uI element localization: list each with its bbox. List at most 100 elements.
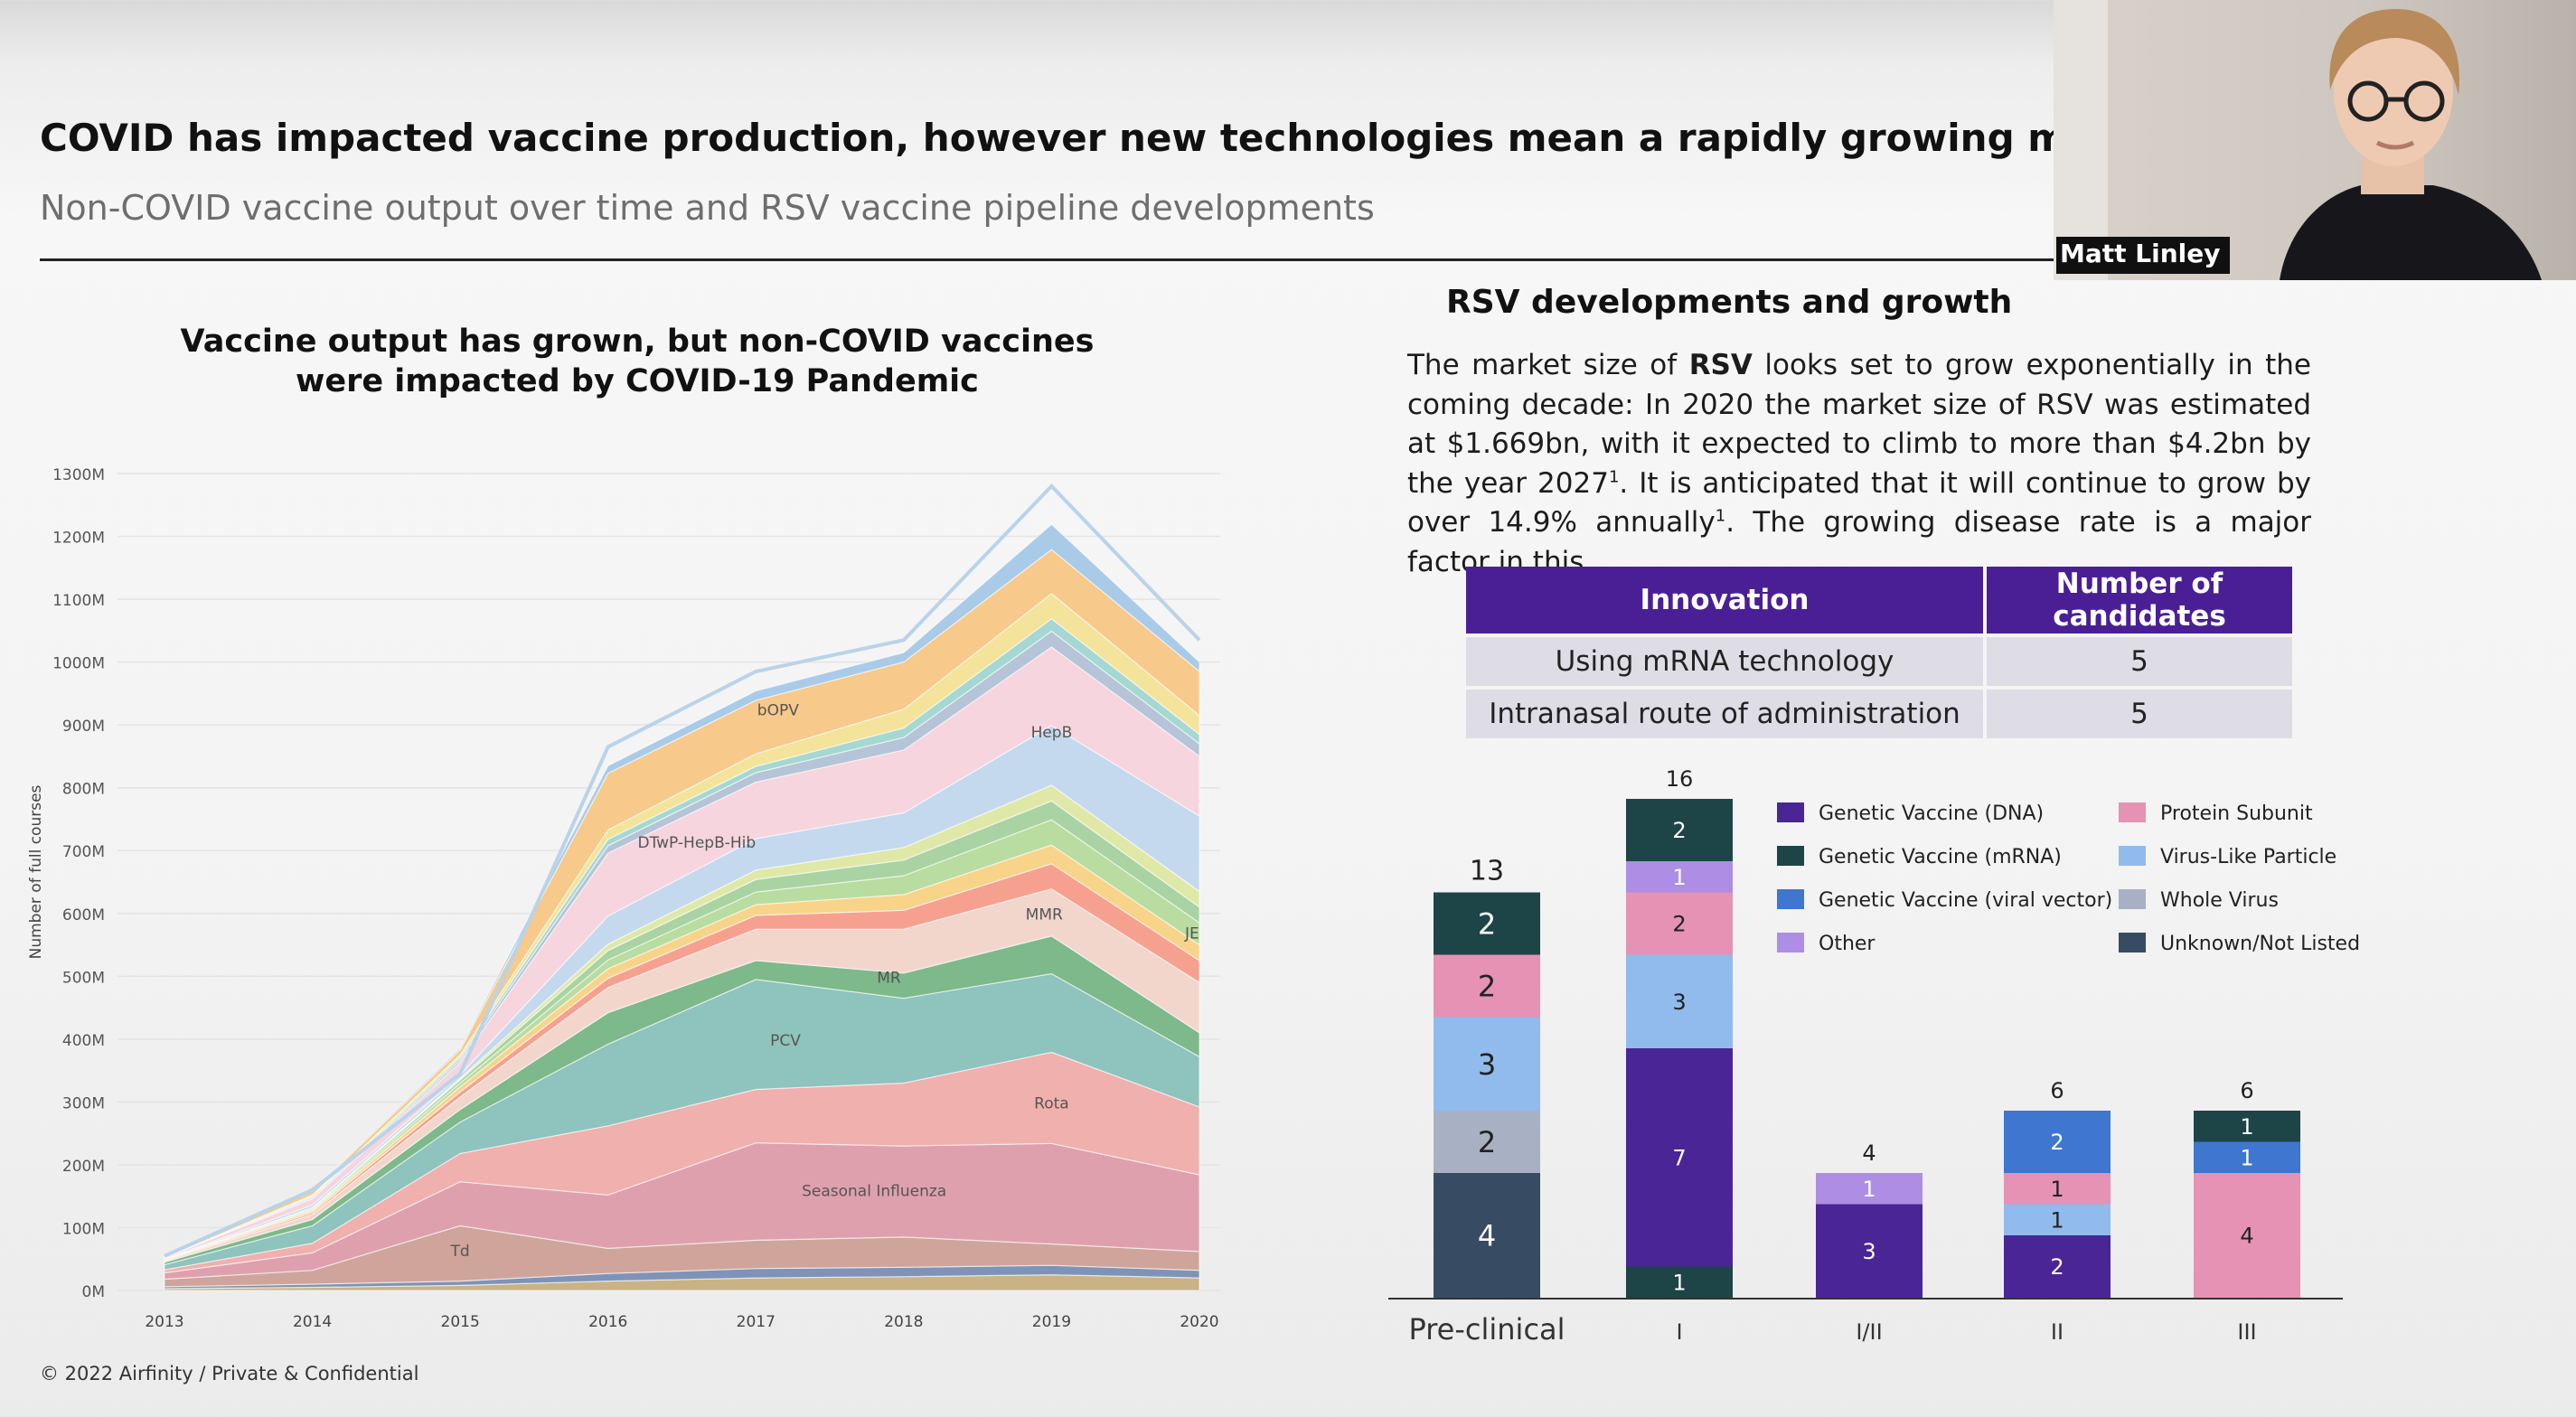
category-label: Pre-clinical	[1408, 1312, 1565, 1347]
y-axis-label: Number of full courses	[27, 784, 45, 959]
innovation-table: Innovation Number of candidates Using mR…	[1462, 563, 2296, 742]
legend-label: Other	[1819, 933, 1876, 955]
rsv-text-part: looks set to grow exponentially in the c…	[1407, 349, 2311, 500]
bar-segment	[2004, 1204, 2111, 1235]
series-label: JE	[1184, 925, 1199, 943]
bar-segment	[2194, 1173, 2300, 1298]
bar-segment	[2004, 1235, 2111, 1298]
bar-value-label: 2	[1478, 970, 1496, 1004]
x-tick-label: 2014	[293, 1313, 332, 1331]
x-tick-label: 2015	[441, 1313, 480, 1331]
series-label: bOPV	[757, 702, 799, 720]
y-tick-label: 300M	[62, 1094, 105, 1112]
series-label: MR	[877, 969, 901, 987]
bar-segment	[2004, 1173, 2111, 1205]
x-tick-label: 2013	[145, 1313, 183, 1331]
bar-value-label: 4	[2240, 1224, 2253, 1249]
y-tick-label: 100M	[62, 1220, 105, 1238]
series-label: MMR	[1026, 906, 1063, 924]
bar-segment	[2194, 1111, 2300, 1142]
presenter-video-image	[2054, 0, 2576, 280]
bar-segment	[1626, 799, 1733, 861]
bar-value-label: 1	[2050, 1177, 2064, 1202]
rsv-pipeline-bar-chart: 4232213Pre-clinical17321216I314I/II21126…	[1388, 766, 2360, 1347]
x-tick-label: 2020	[1180, 1313, 1218, 1331]
bar-value-label: 7	[1672, 1145, 1686, 1170]
area-top-outline	[164, 483, 1201, 1258]
series-label: DTwP-HepB-Hib	[637, 834, 756, 852]
category-label: I	[1676, 1319, 1682, 1345]
legend-label: Genetic Vaccine (DNA)	[1819, 802, 2044, 825]
column-header-innovation: Innovation	[1466, 567, 1983, 633]
slide-title: COVID has impacted vaccine production, h…	[40, 116, 2414, 160]
bar-value-label: 4	[1478, 1219, 1496, 1253]
bar-value-label: 3	[1862, 1239, 1876, 1264]
bar-segment	[1626, 861, 1733, 893]
bar-value-label: 1	[2240, 1145, 2253, 1170]
bar-value-label: 3	[1478, 1047, 1496, 1082]
bar-total-label: 16	[1666, 766, 1694, 792]
vaccine-output-area-chart: 0M 100M 200M 300M 400M 500M 600M 700M 800M 900M 10…	[27, 466, 1220, 1331]
bar-value-label: 1	[1862, 1177, 1876, 1202]
series-label: Seasonal Influenza	[802, 1183, 946, 1201]
title-divider	[40, 258, 2055, 261]
y-tick-label: 700M	[62, 843, 105, 861]
legend-label: Virus-Like Particle	[2160, 846, 2336, 868]
legend-label: Genetic Vaccine (mRNA)	[1819, 846, 2062, 868]
bar-value-label: 2	[2050, 1130, 2064, 1155]
legend-swatch	[1777, 889, 1804, 909]
bar-total-label: 6	[2050, 1078, 2064, 1103]
bar-value-label: 2	[2050, 1254, 2064, 1280]
footer-copyright: © 2022 Airfinity / Private & Confidentia…	[40, 1363, 419, 1384]
series-label: Td	[450, 1243, 470, 1261]
x-tick-label: 2019	[1032, 1313, 1071, 1331]
bar-value-label: 2	[1672, 912, 1686, 937]
legend-swatch	[2119, 933, 2146, 952]
bar-segment	[1816, 1204, 1923, 1298]
legend-label: Unknown/Not Listed	[2160, 933, 2360, 955]
bar-segment	[2004, 1111, 2111, 1173]
category-label: III	[2237, 1319, 2256, 1345]
rsv-paragraph: The market size of RSV looks set to grow…	[1407, 346, 2311, 583]
series-label: Rota	[1034, 1094, 1069, 1112]
bar-segment	[1434, 954, 1540, 1018]
y-tick-label: 1000M	[52, 655, 105, 673]
category-label: I/II	[1856, 1319, 1882, 1345]
bar-segment	[1434, 892, 1540, 955]
bar-segment	[1434, 1111, 1540, 1173]
category-label: II	[2051, 1319, 2064, 1345]
table-cell: Using mRNA technology	[1466, 637, 1983, 686]
legend-swatch	[1777, 846, 1804, 866]
y-tick-label: 500M	[62, 969, 105, 987]
bar-value-label: 3	[1672, 990, 1686, 1015]
legend-label: Genetic Vaccine (viral vector)	[1819, 889, 2112, 912]
y-tick-label: 0M	[82, 1283, 105, 1301]
y-tick-label: 600M	[62, 906, 105, 924]
rsv-text-bold: RSV	[1688, 349, 1753, 381]
area-chart-title-line2: were impacted by COVID-19 Pandemic	[296, 363, 979, 399]
bar-value-label: 2	[1478, 1125, 1496, 1159]
bar-value-label: 2	[1478, 907, 1496, 942]
bar-value-label: 1	[1672, 1270, 1686, 1295]
presenter-video-tile[interactable]	[2054, 0, 2576, 280]
bar-segment	[2194, 1141, 2300, 1173]
bar-segment	[1434, 1173, 1540, 1298]
bar-value-label: 1	[2050, 1207, 2064, 1233]
footnote-marker: 1	[1608, 467, 1620, 487]
y-tick-label: 900M	[62, 718, 105, 736]
y-tick-label: 1200M	[52, 530, 105, 548]
x-tick-label: 2018	[884, 1313, 923, 1331]
rsv-text-part: . It is anticipated that it will continu…	[1407, 466, 2311, 540]
bar-segment	[1816, 1173, 1923, 1205]
y-tick-label: 1300M	[52, 466, 105, 484]
table-row: Using mRNA technology 5	[1466, 637, 2292, 686]
x-tick-label: 2016	[588, 1313, 627, 1331]
area-chart-title-line1: Vaccine output has grown, but non-COVID …	[180, 324, 1095, 360]
table-header-row: Innovation Number of candidates	[1466, 567, 2292, 633]
table-cell: Intranasal route of administration	[1466, 690, 1983, 738]
bar-value-label: 2	[1672, 818, 1686, 843]
rsv-section-title: RSV developments and growth	[1446, 284, 2013, 321]
series-label: PCV	[770, 1032, 801, 1050]
legend-swatch	[2119, 846, 2146, 866]
legend-swatch	[1777, 933, 1804, 952]
